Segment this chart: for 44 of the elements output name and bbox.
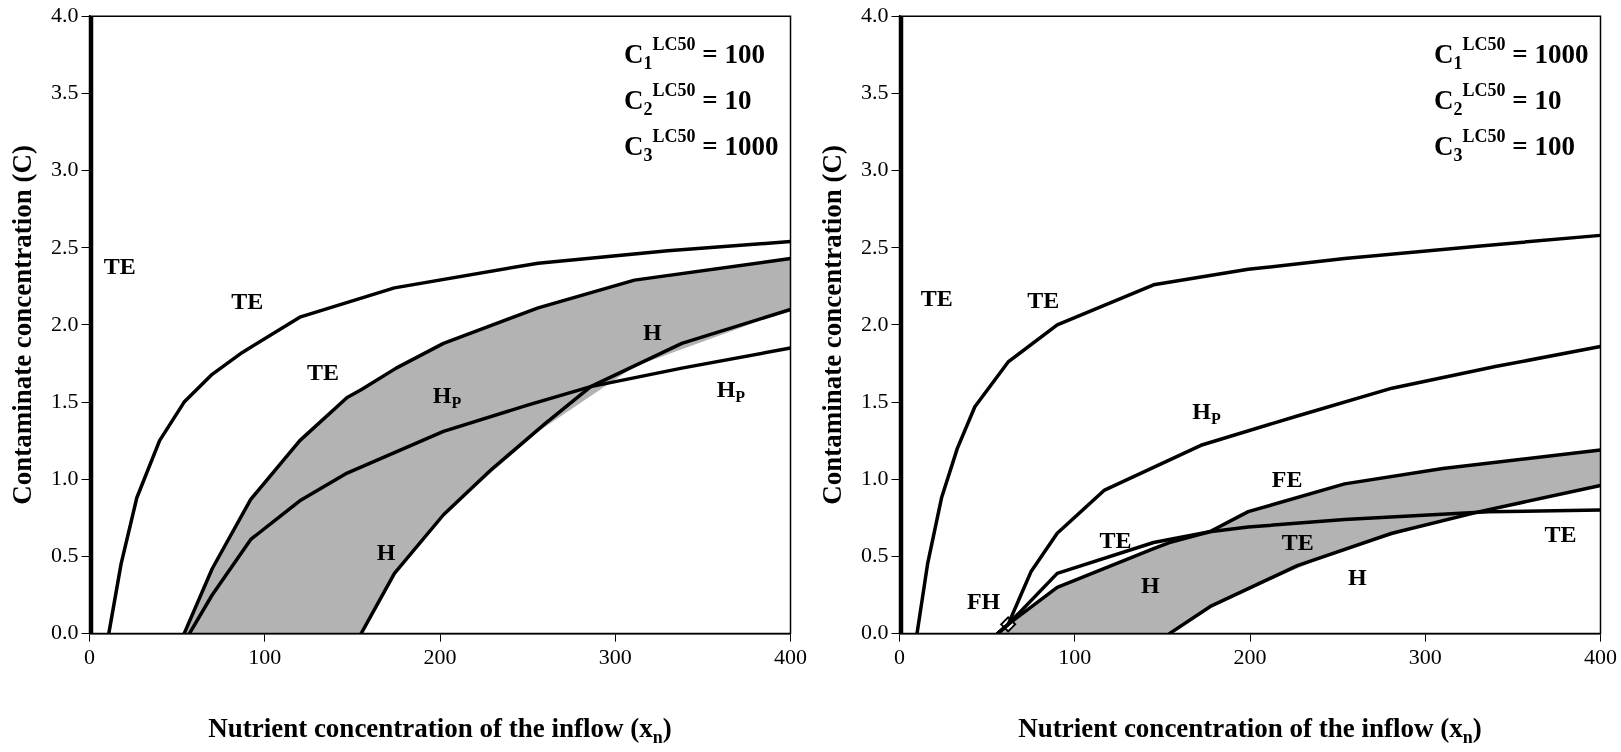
annotation: TE <box>231 288 264 315</box>
y-tick-label: 2.5 <box>861 233 889 259</box>
annotation: H <box>643 319 663 346</box>
y-tick-label: 2.5 <box>51 233 79 259</box>
y-tick-label: 4.0 <box>51 1 79 27</box>
x-tick-label: 0 <box>894 643 905 669</box>
annotation: TE <box>306 359 339 386</box>
y-tick-label: 3.0 <box>51 156 79 182</box>
y-axis-title: Contaminate concentration (C) <box>816 144 847 505</box>
y-tick-label: 2.0 <box>861 310 889 336</box>
x-tick-label: 100 <box>1058 643 1092 669</box>
x-tick-label: 0 <box>84 643 95 669</box>
annotation: TE <box>103 252 136 279</box>
y-tick-label: 4.0 <box>861 1 889 27</box>
y-axis-title: Contaminate concentration (C) <box>6 144 37 505</box>
y-tick-label: 1.0 <box>51 465 79 491</box>
annotation: TE <box>920 285 953 312</box>
y-tick-label: 1.5 <box>861 387 889 413</box>
annotation: H <box>1347 564 1367 591</box>
y-tick-label: 0.5 <box>51 542 79 568</box>
annotation: FE <box>1271 465 1303 492</box>
annotation: TE <box>1544 521 1577 548</box>
x-tick-label: 400 <box>774 643 807 669</box>
y-tick-label: 1.0 <box>861 465 889 491</box>
annotation: TE <box>1099 527 1132 554</box>
annotation: FH <box>966 587 1001 614</box>
x-tick-label: 400 <box>1584 643 1617 669</box>
x-tick-label: 200 <box>423 643 457 669</box>
y-tick-label: 0.0 <box>861 619 889 645</box>
y-tick-label: 3.5 <box>861 79 889 105</box>
y-tick-label: 0.5 <box>861 542 889 568</box>
annotation: TE <box>1027 286 1060 313</box>
x-tick-label: 300 <box>598 643 632 669</box>
y-tick-label: 1.5 <box>51 387 79 413</box>
annotation: H <box>1141 572 1161 599</box>
x-tick-label: 300 <box>1408 643 1442 669</box>
x-tick-label: 100 <box>248 643 282 669</box>
annotation: H <box>376 538 396 565</box>
y-tick-label: 2.0 <box>51 310 79 336</box>
y-tick-label: 3.0 <box>861 156 889 182</box>
y-tick-label: 0.0 <box>51 619 79 645</box>
y-tick-label: 3.5 <box>51 79 79 105</box>
annotation: TE <box>1281 529 1314 556</box>
x-tick-label: 200 <box>1233 643 1267 669</box>
